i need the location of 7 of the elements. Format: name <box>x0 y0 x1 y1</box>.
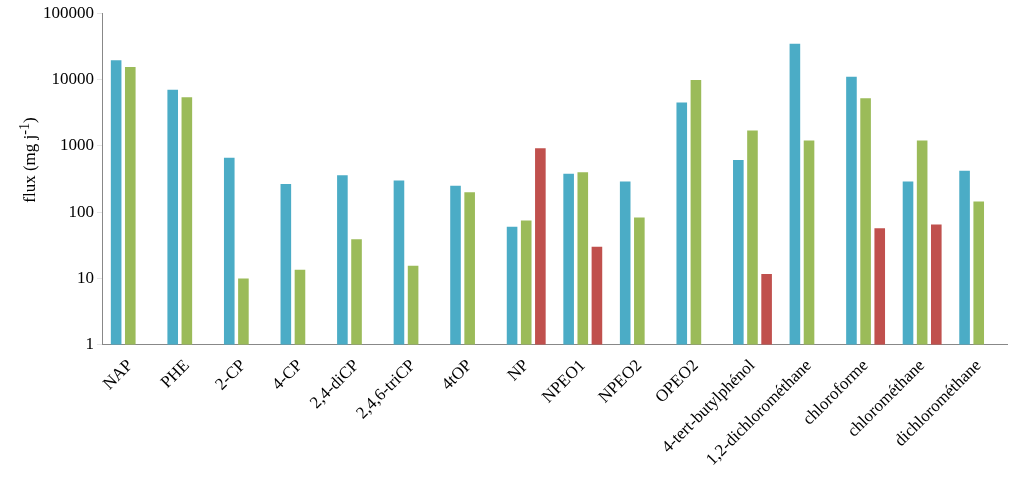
y-tick-label: 1 <box>85 334 94 354</box>
y-tick-label: 10 <box>77 267 94 287</box>
x-tick-label: NP <box>503 355 533 385</box>
y-tick-label: 100000 <box>43 2 94 22</box>
y-tick-label: 1000 <box>60 135 94 155</box>
y-tick-label: 100 <box>68 201 94 221</box>
y-tick-label: 10000 <box>51 68 94 88</box>
